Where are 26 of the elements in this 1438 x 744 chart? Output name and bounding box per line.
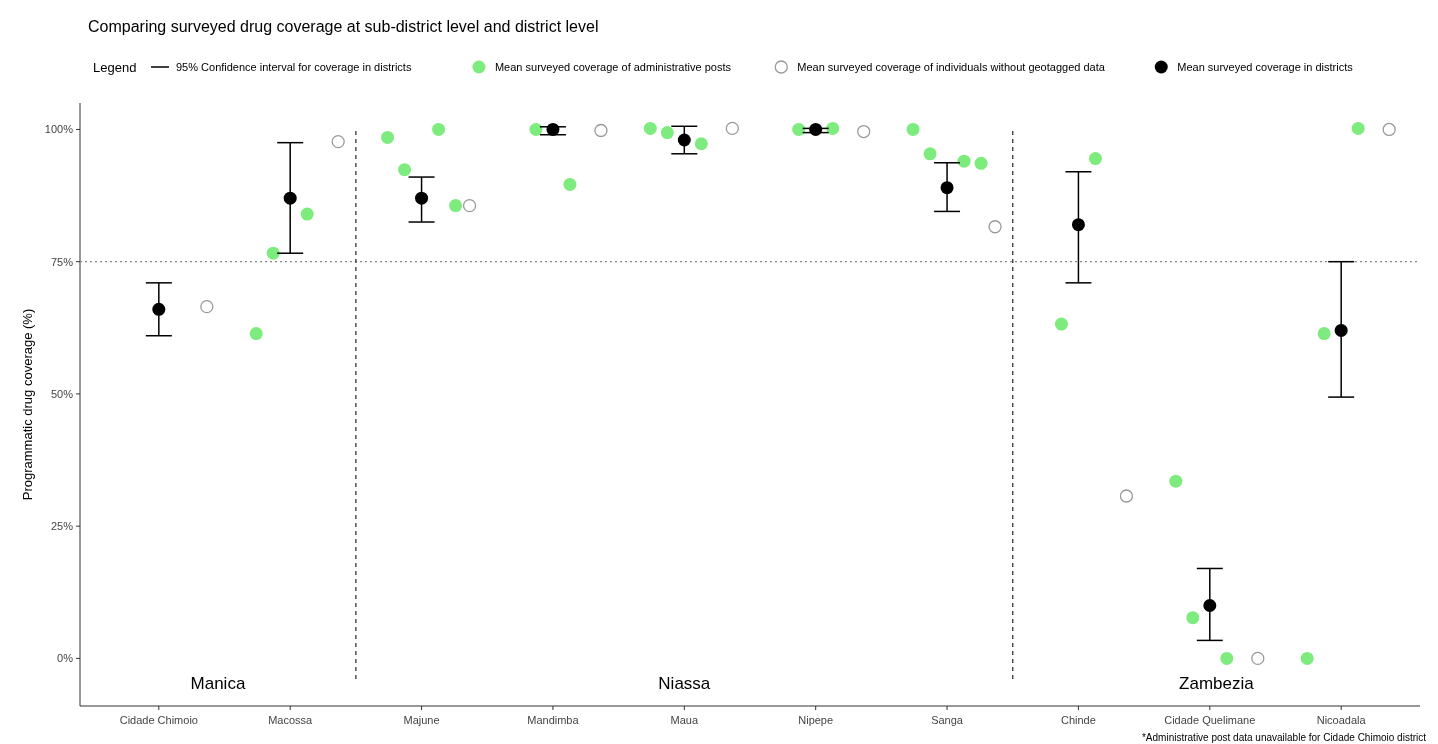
y-tick-label: 100% (44, 123, 74, 136)
x-tick-label: Maua (670, 714, 699, 726)
x-tick-label: Macossa (268, 714, 314, 726)
legend-label: Mean surveyed coverage of administrative posts (494, 61, 732, 73)
text: *Administrative post data unavailable for Cidade Chimoio district (1141, 732, 1427, 743)
y-tick-label: 75% (50, 255, 74, 268)
y-tick-label: 0% (57, 652, 74, 665)
x-tick-label: Chinde (1061, 714, 1096, 726)
x-tick-label: Nipepe (798, 714, 834, 726)
y-tick-label: 50% (50, 387, 74, 400)
text: 95% Confidence interval for coverage in districts (176, 61, 412, 73)
x-tick-label: Sanga (931, 714, 964, 726)
legend-label: Mean surveyed coverage in districts (1177, 61, 1354, 73)
x-tick-label: Nicoadala (1316, 714, 1367, 726)
annotation: Niassa (658, 674, 711, 693)
annotation: Zambezia (1179, 674, 1255, 693)
annotation: Manica (190, 674, 246, 693)
x-tick-label: Majune (403, 714, 440, 726)
x-tick-label: Cidade Chimoio (119, 714, 198, 726)
chart-title: Comparing surveyed drug coverage at sub-district level and district level (88, 18, 599, 35)
legend-title: Legend (93, 60, 137, 75)
y-tick-label: 25% (50, 520, 74, 533)
legend-label: Mean surveyed coverage of individuals without geotagged data (797, 61, 1106, 73)
x-tick-label: Cidade Quelimane (1164, 714, 1256, 726)
x-tick-label: Mandimba (527, 714, 580, 726)
y-axis-title: Programmatic drug coverage (%) (20, 308, 35, 501)
